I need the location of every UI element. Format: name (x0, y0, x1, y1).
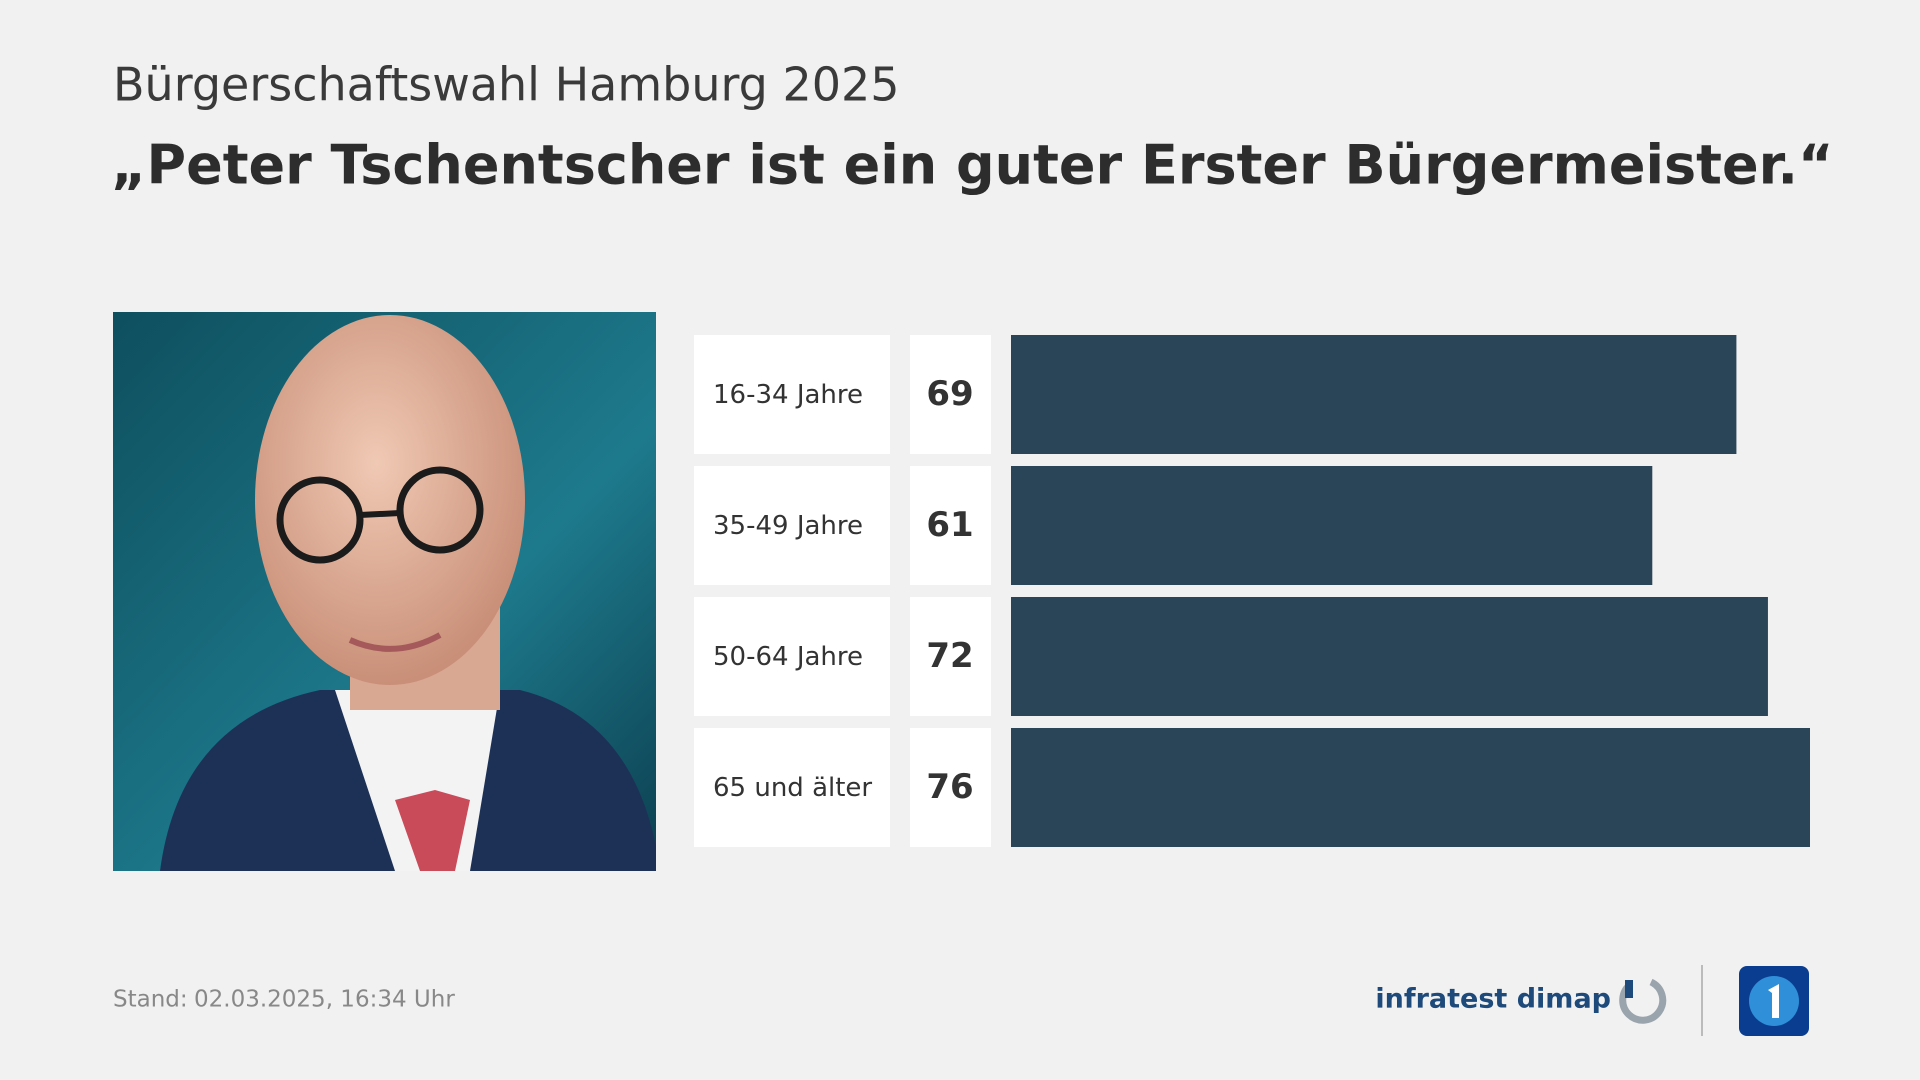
label-box (694, 335, 890, 454)
label-box (694, 597, 890, 716)
bar (1011, 335, 1737, 454)
value-box (910, 335, 991, 454)
stand-label: Stand: (113, 987, 188, 1013)
bar (1011, 466, 1653, 585)
source: infratest dimap (1375, 984, 1611, 1015)
infratest-logo (1619, 978, 1667, 1024)
category-label: 65 und älter (713, 773, 872, 803)
category-label: 50-64 Jahre (713, 642, 863, 672)
value-label: 69 (926, 374, 973, 414)
chart-title: „Peter Tschentscher ist ein guter Erster… (111, 134, 1834, 197)
bar (1011, 597, 1768, 716)
value-label: 61 (926, 505, 973, 545)
timestamp: 02.03.2025, 16:34 Uhr (194, 987, 455, 1013)
category-label: 35-49 Jahre (713, 511, 863, 541)
label-box (694, 466, 890, 585)
value-box (910, 728, 991, 847)
bar (1011, 728, 1810, 847)
subtitle: Bürgerschaftswahl Hamburg 2025 (113, 58, 900, 112)
portrait (113, 312, 656, 871)
value-box (910, 597, 991, 716)
ard-logo (1739, 966, 1809, 1036)
value-label: 76 (926, 767, 973, 807)
label-box (694, 728, 890, 847)
value-label: 72 (926, 636, 973, 676)
category-label: 16-34 Jahre (713, 380, 863, 410)
value-box (910, 466, 991, 585)
